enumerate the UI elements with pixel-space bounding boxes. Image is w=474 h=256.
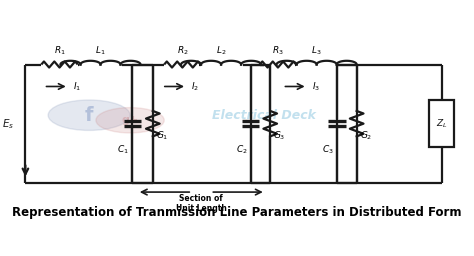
Text: $G_1$: $G_1$ [155, 129, 168, 142]
Text: $R_1$: $R_1$ [54, 44, 65, 57]
Text: $L_2$: $L_2$ [216, 44, 226, 57]
Text: $G_2$: $G_2$ [360, 129, 372, 142]
Bar [429, 100, 454, 147]
Text: $L_3$: $L_3$ [311, 44, 322, 57]
Circle shape [96, 108, 164, 133]
Text: $C_1$: $C_1$ [118, 144, 129, 156]
Text: $I_2$: $I_2$ [191, 80, 200, 93]
Text: $R_2$: $R_2$ [177, 44, 188, 57]
Text: $L_1$: $L_1$ [95, 44, 106, 57]
Text: Electrical Deck: Electrical Deck [212, 109, 316, 122]
Circle shape [48, 100, 130, 130]
Text: $G_3$: $G_3$ [273, 129, 285, 142]
Text: g+: g+ [121, 115, 138, 125]
Text: $C_3$: $C_3$ [322, 144, 334, 156]
Text: Section of
Unit Length: Section of Unit Length [176, 194, 227, 213]
Text: $Z_L$: $Z_L$ [436, 118, 447, 130]
Text: $I_1$: $I_1$ [73, 80, 82, 93]
Text: $C_2$: $C_2$ [236, 144, 247, 156]
Text: f: f [85, 106, 93, 125]
Text: $E_s$: $E_s$ [2, 117, 14, 131]
Text: $I_3$: $I_3$ [312, 80, 320, 93]
Text: $R_3$: $R_3$ [272, 44, 284, 57]
Text: Representation of Tranmission Line Parameters in Distributed Form: Representation of Tranmission Line Param… [12, 206, 462, 219]
